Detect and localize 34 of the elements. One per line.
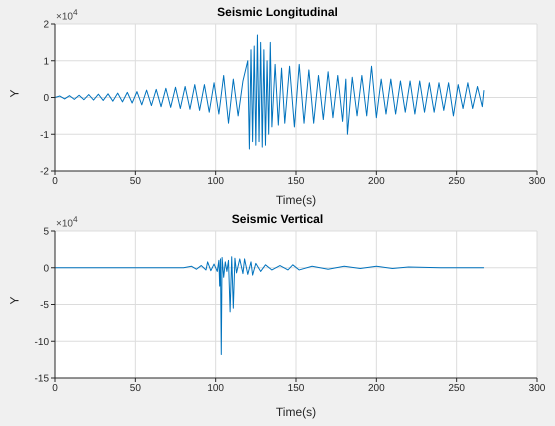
text: ×10$^{4}$	[56, 214, 78, 230]
line-series	[55, 34, 484, 150]
y-tick-label: -5	[40, 300, 50, 312]
x-tick-label: 300	[528, 383, 546, 394]
y-tick-label: -1	[40, 130, 50, 141]
chart-title: Seismic Longitudinal	[217, 5, 338, 19]
y-tick-label: -2	[40, 166, 50, 178]
y-tick-label: -15	[34, 374, 50, 385]
x-tick-label: 0	[52, 383, 58, 394]
x-tick-label: 50	[130, 176, 142, 188]
y-tick-label: -10	[34, 336, 50, 348]
chart-title: Seismic Vertical	[232, 212, 324, 226]
x-tick-label: 100	[207, 176, 224, 188]
x-tick-label: 150	[288, 383, 305, 394]
y-tick-label: 1	[43, 56, 50, 68]
x-tick-label: 200	[368, 383, 386, 394]
line-series	[55, 256, 484, 355]
x-tick-label: 100	[207, 383, 224, 394]
x-tick-label: 300	[528, 176, 546, 188]
x-axis-title: Time(s)	[276, 405, 316, 419]
y-tick-label: 0	[43, 93, 50, 104]
y-tick-label: 2	[43, 20, 50, 31]
x-tick-label: 0	[52, 176, 58, 188]
text: ×10$^{4}$	[56, 7, 78, 22]
x-tick-label: 200	[368, 176, 386, 188]
x-axis-title: Time(s)	[276, 193, 316, 207]
x-tick-label: 250	[448, 176, 466, 188]
y-axis-title: Y	[7, 89, 22, 98]
y-tick-label: 5	[43, 226, 50, 238]
y-tick-label: 0	[43, 263, 50, 274]
x-tick-label: 50	[130, 383, 142, 394]
x-tick-label: 150	[288, 176, 305, 188]
x-tick-label: 250	[448, 383, 466, 394]
y-axis-title: Y	[7, 296, 22, 304]
